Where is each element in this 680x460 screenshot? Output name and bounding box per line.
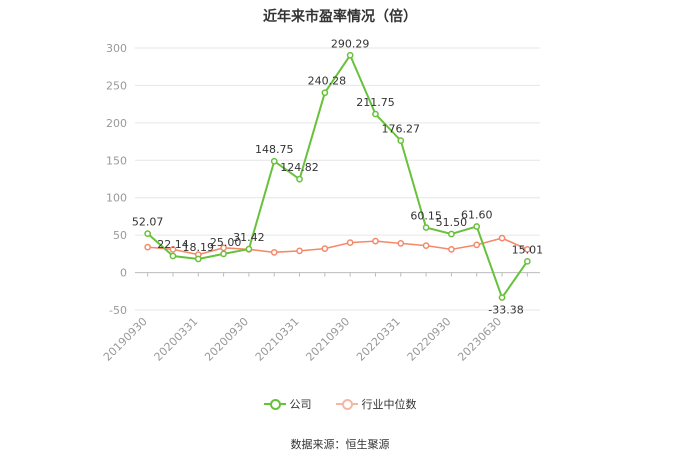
y-tick-label: -50 (109, 304, 127, 317)
industry-median-data-point[interactable] (296, 247, 303, 255)
company-data-label: 18.19 (183, 241, 215, 254)
company-data-label: 25.00 (210, 236, 242, 249)
company-data-point[interactable] (296, 175, 303, 183)
industry-median-data-point[interactable] (144, 243, 152, 251)
legend-company-label: 公司 (289, 398, 312, 411)
company-data-point[interactable] (397, 137, 405, 144)
industry-median-data-point[interactable] (473, 241, 481, 249)
industry-median-data-point[interactable] (346, 239, 354, 246)
data-source-note: 数据来源：恒生聚源 (290, 438, 390, 451)
x-tick-label: 20210930 (303, 315, 352, 364)
company-data-label: 290.29 (331, 37, 370, 50)
industry-median-data-point[interactable] (498, 234, 506, 242)
company-data-label: 51.50 (436, 216, 468, 229)
company-data-label: 52.07 (132, 216, 164, 229)
company-data-label: 31.42 (233, 231, 265, 244)
x-tick-label: 20220930 (405, 315, 454, 364)
company-data-point[interactable] (245, 245, 253, 253)
company-data-label: 60.15 (410, 210, 442, 223)
x-tick-label: 20230630 (455, 315, 504, 364)
company-data-label: 148.75 (255, 143, 294, 156)
x-tick-label: 20220331 (354, 315, 403, 364)
company-data-label: 61.60 (461, 208, 493, 221)
company-data-label: 240.28 (308, 75, 347, 88)
company-data-point[interactable] (422, 224, 430, 231)
industry-median-data-point[interactable] (220, 244, 227, 252)
x-tick-label: 20210331 (253, 315, 302, 364)
company-data-point[interactable] (372, 110, 379, 118)
company-data-point[interactable] (498, 294, 506, 301)
company-data-label: -33.38 (488, 304, 523, 317)
y-tick-label: 200 (106, 117, 127, 130)
y-tick-label: 50 (113, 229, 127, 242)
legend-item-industry-median[interactable]: 行业中位数 (335, 396, 417, 412)
company-data-point[interactable] (321, 89, 329, 97)
company-data-label: 22.14 (157, 238, 189, 251)
legend-industry-median-label: 行业中位数 (361, 398, 417, 411)
industry-median-data-point[interactable] (321, 245, 329, 252)
legend-industry-median-marker (335, 398, 358, 410)
company-series-line (146, 53, 529, 300)
industry-median-data-point[interactable] (448, 246, 455, 253)
y-tick-label: 250 (106, 79, 127, 92)
y-tick-label: 0 (120, 267, 127, 280)
x-tick-label: 20190930 (101, 315, 150, 364)
x-tick-label: 20200331 (152, 315, 201, 364)
company-data-point[interactable] (220, 250, 227, 258)
company-data-point[interactable] (144, 230, 152, 237)
company-data-label: 176.27 (382, 123, 421, 136)
company-data-point[interactable] (169, 252, 177, 260)
industry-median-series-line (147, 237, 528, 256)
y-tick-label: 100 (106, 192, 127, 205)
legend-item-company[interactable]: 公司 (263, 396, 312, 412)
industry-median-data-point[interactable] (372, 237, 379, 245)
industry-median-data-point[interactable] (422, 242, 430, 249)
y-tick-label: 300 (106, 42, 127, 55)
industry-median-data-point[interactable] (270, 249, 278, 256)
company-data-label: 15.01 (512, 243, 544, 256)
y-tick-label: 150 (106, 154, 127, 167)
company-data-label: 211.75 (356, 96, 395, 109)
company-data-label: 124.82 (280, 161, 319, 174)
industry-median-data-point[interactable] (397, 240, 405, 247)
industry-median-data-point[interactable] (523, 246, 531, 253)
company-data-point[interactable] (270, 157, 278, 165)
legend: 公司 行业中位数 (0, 396, 680, 412)
legend-company-marker (263, 398, 286, 410)
industry-median-data-point[interactable] (169, 246, 177, 253)
company-data-point[interactable] (346, 51, 354, 59)
company-data-point[interactable] (448, 230, 455, 238)
company-data-point[interactable] (523, 257, 531, 265)
company-data-point[interactable] (194, 255, 202, 263)
x-tick-label: 20200930 (202, 315, 251, 364)
chart-title: 近年来市盈率情况（倍） (263, 9, 417, 25)
company-data-point[interactable] (473, 223, 481, 230)
